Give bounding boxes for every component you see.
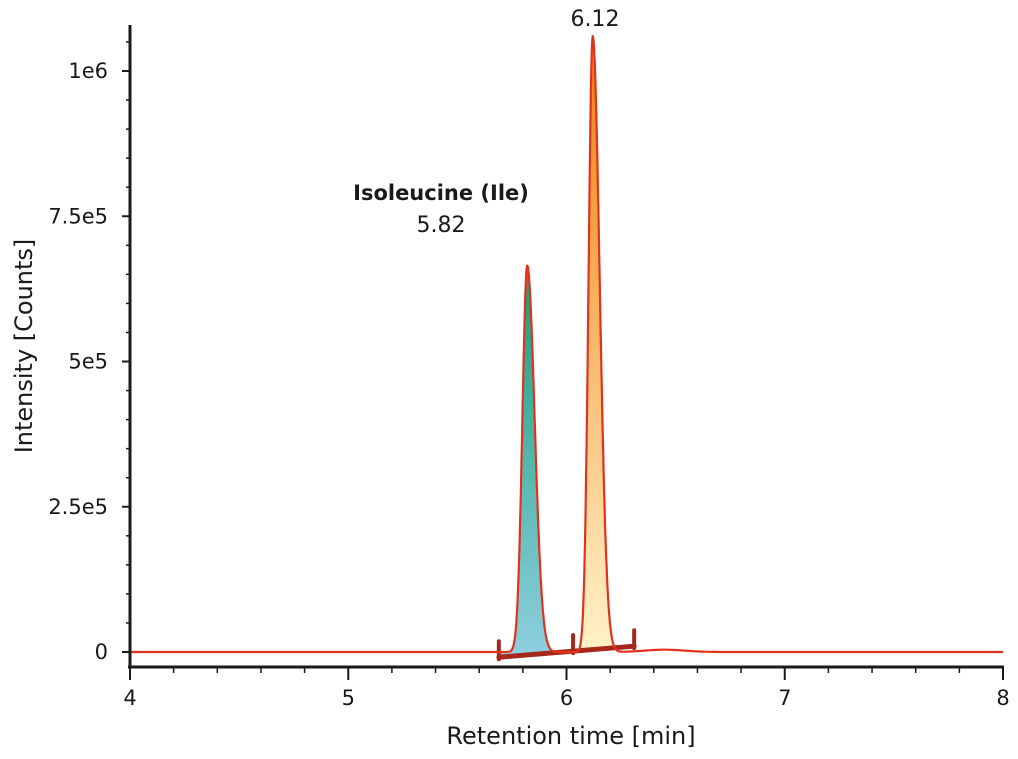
chromatogram-trace xyxy=(129,35,1004,654)
trace-layer xyxy=(129,35,1004,654)
y-tick-label: 7.5e5 xyxy=(48,204,108,228)
x-axis-title: Retention time [min] xyxy=(446,722,695,750)
y-tick-label: 1e6 xyxy=(68,59,108,83)
y-tick-label: 2.5e5 xyxy=(48,495,108,519)
x-tick-label: 6 xyxy=(560,686,573,710)
y-tick-label: 0 xyxy=(95,640,108,664)
x-tick-label: 5 xyxy=(342,686,355,710)
peak-2-area xyxy=(573,36,635,652)
y-axis-ticks: 0 2.5e5 5e5 7.5e5 1e6 xyxy=(48,41,130,664)
peak-2-retention-label: 6.12 xyxy=(571,7,620,32)
x-tick-label: 7 xyxy=(778,686,791,710)
y-tick-label: 5e5 xyxy=(68,350,108,374)
y-axis-title: Intensity [Counts] xyxy=(10,239,38,454)
x-tick-label: 4 xyxy=(123,686,136,710)
peak-compound-label: Isoleucine (Ile) xyxy=(353,181,529,205)
peak-1-retention-label: 5.82 xyxy=(417,213,466,238)
x-axis-ticks: 4 5 6 7 8 xyxy=(123,667,1010,710)
x-tick-label: 8 xyxy=(996,686,1009,710)
